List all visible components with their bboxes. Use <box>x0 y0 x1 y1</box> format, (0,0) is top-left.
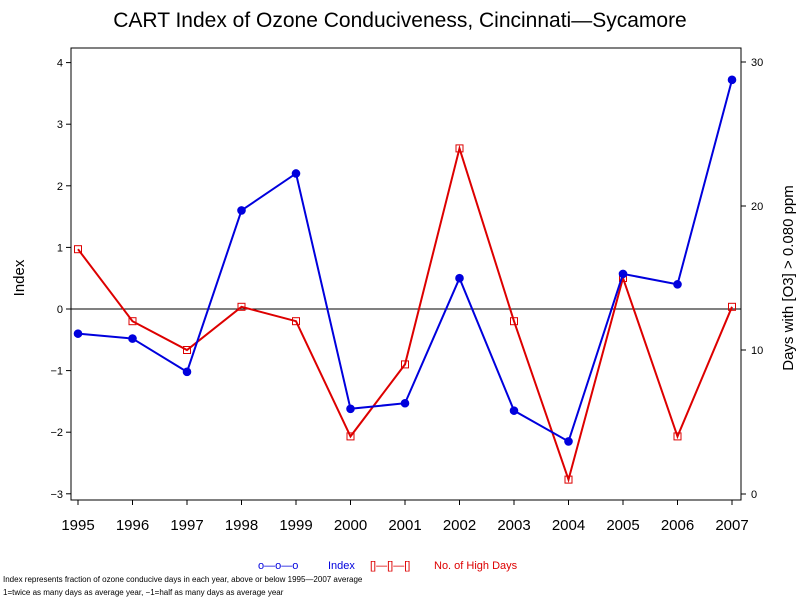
high-days-line <box>77 144 733 484</box>
x-tick-label: 2002 <box>443 517 476 534</box>
chart-title: CART Index of Ozone Conduciveness, Cinci… <box>113 9 687 32</box>
index-point <box>182 367 192 377</box>
high-days-point <box>237 302 246 311</box>
index-point <box>237 206 246 215</box>
index-point <box>564 437 573 446</box>
right-tick-label: 0 <box>751 489 757 501</box>
high-days-point <box>346 432 355 441</box>
right-tick-label: 20 <box>751 201 763 213</box>
x-tick-label: 2001 <box>388 517 421 534</box>
left-tick-label: 2 <box>57 181 63 193</box>
index-point <box>346 404 355 414</box>
right-axis-ticks: 30 20 10 0 <box>741 57 763 501</box>
left-axis-ticks: 4 3 2 1 0 −1 −2 −3 <box>50 58 71 501</box>
index-point <box>673 280 682 289</box>
high-days-point <box>401 360 409 369</box>
index-point <box>618 269 628 279</box>
left-tick-label: −2 <box>50 427 63 439</box>
x-axis-ticks: 1995 1996 1997 1998 1999 2000 2001 2002 2003 2004… <box>61 500 749 534</box>
index-point <box>128 334 137 343</box>
high-days-point <box>74 245 82 254</box>
left-tick-label: 0 <box>57 304 63 316</box>
index-point <box>73 329 83 338</box>
legend-index-symbol: o—o—o <box>258 560 298 572</box>
high-days-point <box>183 346 191 354</box>
x-tick-label: 1995 <box>61 517 94 534</box>
footnote-1: Index represents fraction of ozone condu… <box>3 575 363 584</box>
left-tick-label: 4 <box>57 58 63 70</box>
index-point <box>509 406 519 415</box>
legend-index-label: Index <box>328 560 355 572</box>
high-days-point <box>673 432 682 441</box>
high-days-point <box>292 317 300 326</box>
x-tick-label: 2006 <box>661 517 694 534</box>
index-point <box>400 398 410 408</box>
high-days-point <box>728 302 736 311</box>
right-tick-label: 30 <box>751 57 763 69</box>
footnote-2: 1=twice as many days as average year, −1… <box>3 588 284 597</box>
x-tick-label: 1996 <box>116 517 149 534</box>
index-point <box>291 169 301 178</box>
x-tick-label: 1998 <box>225 517 258 534</box>
left-tick-label: −1 <box>50 366 63 378</box>
right-axis-label: Days with [O3] > 0.080 ppm <box>780 185 797 371</box>
right-tick-label: 10 <box>751 345 763 357</box>
index-point <box>727 75 737 85</box>
x-tick-label: 2003 <box>497 517 530 534</box>
legend-days-symbol: []—[]—[] <box>370 560 410 572</box>
left-tick-label: 3 <box>57 119 63 131</box>
x-tick-label: 2004 <box>552 517 585 534</box>
series-high-days <box>74 144 736 484</box>
plot-frame <box>70 47 742 501</box>
left-axis-label: Index <box>11 259 28 296</box>
series-index <box>73 75 737 446</box>
high-days-point <box>510 317 518 326</box>
left-tick-label: 1 <box>57 242 63 254</box>
x-tick-label: 1997 <box>170 517 203 534</box>
high-days-point <box>564 475 573 484</box>
high-days-point <box>455 144 464 153</box>
legend-days-label: No. of High Days <box>434 560 518 572</box>
x-tick-label: 1999 <box>279 517 312 534</box>
x-tick-label: 2005 <box>606 517 639 534</box>
index-point <box>455 273 464 283</box>
legend: o—o—o Index []—[]—[] No. of High Days <box>258 560 518 572</box>
x-tick-label: 2007 <box>715 517 748 534</box>
x-tick-label: 2000 <box>334 517 367 534</box>
left-tick-label: −3 <box>50 489 63 501</box>
high-days-point <box>128 317 137 326</box>
index-line <box>77 79 733 443</box>
